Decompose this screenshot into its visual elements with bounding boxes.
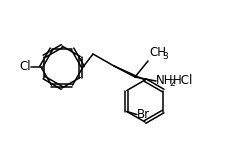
Text: 3: 3 bbox=[161, 52, 167, 61]
Text: CH: CH bbox=[148, 46, 165, 59]
Text: NH: NH bbox=[155, 73, 173, 87]
Text: HCl: HCl bbox=[172, 73, 193, 87]
Text: Cl: Cl bbox=[19, 60, 31, 73]
Text: 2: 2 bbox=[168, 79, 174, 87]
Text: Br: Br bbox=[136, 108, 149, 121]
